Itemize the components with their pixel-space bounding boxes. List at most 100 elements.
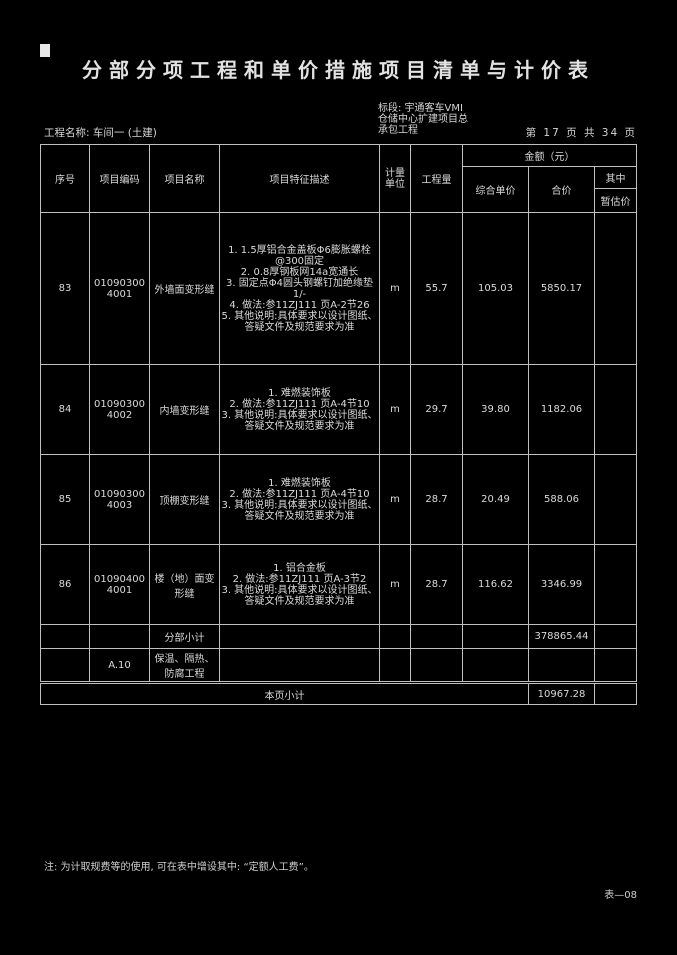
cell-quantity: 55.7 <box>410 212 463 365</box>
subtotal-label: 分部小计 <box>149 624 220 649</box>
feature-line: 3. 其他说明:具体要求以设计图纸、答疑文件及规范要求为准 <box>221 499 378 522</box>
cell-estimated <box>593 454 638 545</box>
col-header-features: 项目特征描述 <box>219 144 380 213</box>
table-row: 83 010903004001 外墙面变形缝 1. 1.5厚铝合金盖板Φ6膨胀螺… <box>40 212 638 365</box>
col-header-code: 项目编码 <box>89 144 150 213</box>
cell-total: 5850.17 <box>528 212 595 365</box>
col-header-unit-price: 综合单价 <box>462 166 529 213</box>
col-header-amount-group: 金额（元） <box>461 144 638 167</box>
cell-features: 1. 铝合金板 2. 做法:参11ZJ111 页A-3节2 3. 其他说明:具体… <box>219 544 380 625</box>
cell-total: 1182.06 <box>528 364 595 455</box>
cell-unit-price: 39.80 <box>462 364 529 455</box>
col-header-estimated: 暂估价 <box>593 188 638 213</box>
cell-unit-price <box>462 648 529 683</box>
col-header-unit: 计量单位 <box>379 144 411 213</box>
page-total-value: 10967.28 <box>528 681 595 705</box>
cell-total: 3346.99 <box>528 544 595 625</box>
cell-total <box>528 648 595 683</box>
cell-unit <box>379 624 411 649</box>
cell-name: 楼（地）面变形缝 <box>149 544 220 625</box>
col-header-seq: 序号 <box>40 144 90 213</box>
table-row: 86 010904004001 楼（地）面变形缝 1. 铝合金板 2. 做法:参… <box>40 544 638 625</box>
feature-line: 3. 其他说明:具体要求以设计图纸、答疑文件及规范要求为准 <box>221 409 378 432</box>
cell-unit-price <box>462 624 529 649</box>
cell-unit: m <box>379 544 411 625</box>
feature-line: 2. 做法:参11ZJ111 页A-4节10 <box>229 488 370 500</box>
feature-line: 1. 难燃装饰板 <box>268 387 331 399</box>
cell-quantity <box>410 648 463 683</box>
cell-code <box>89 624 150 649</box>
cell-seq <box>40 624 90 649</box>
col-header-total: 合价 <box>528 166 595 213</box>
feature-line: 1. 难燃装饰板 <box>268 477 331 489</box>
feature-line: 2. 做法:参11ZJ111 页A-3节2 <box>232 573 367 585</box>
cell-estimated <box>593 648 638 683</box>
table-row: 85 010903004003 顶棚变形缝 1. 难燃装饰板 2. 做法:参11… <box>40 454 638 545</box>
subtotal-total: 378865.44 <box>528 624 595 649</box>
bid-section-info: 标段: 宇通客车VMI 仓储中心扩建项目总 承包工程 <box>378 103 468 136</box>
cell-unit-price: 20.49 <box>462 454 529 545</box>
feature-line: 1. 1.5厚铝合金盖板Φ6膨胀螺栓@300固定 <box>228 244 371 267</box>
boq-table: 序号 项目编码 项目名称 项目特征描述 计量单位 工程量 金额（元） 综合单价 … <box>40 144 638 705</box>
footnote: 注: 为计取规费等的使用, 可在表中增设其中: “定额人工费”。 <box>44 862 314 873</box>
page-total-row: 本页小计 10967.28 <box>40 681 638 705</box>
feature-line: 1. 铝合金板 <box>273 562 326 574</box>
page-indicator: 第 17 页 共 34 页 <box>525 127 637 139</box>
cell-total: 588.06 <box>528 454 595 545</box>
bid-section-line1: 标段: 宇通客车VMI <box>378 103 463 114</box>
feature-line: 3. 固定点Φ4圆头钢螺钉加绝缘垫1/- <box>226 277 373 300</box>
table-header-row-2: 综合单价 合价 其中 <box>41 166 638 213</box>
cell-estimated <box>593 544 638 625</box>
cell-estimated <box>593 624 638 649</box>
cell-features <box>219 624 380 649</box>
cell-code: 010903004001 <box>89 212 150 365</box>
cell-estimated <box>593 212 638 365</box>
bid-section-line2: 仓储中心扩建项目总 <box>378 114 468 125</box>
table-row: 84 010903004002 内墙变形缝 1. 难燃装饰板 2. 做法:参11… <box>40 364 638 455</box>
feature-line: 3. 其他说明:具体要求以设计图纸、答疑文件及规范要求为准 <box>221 584 378 607</box>
cell-estimated <box>593 681 638 705</box>
cell-features: 1. 难燃装饰板 2. 做法:参11ZJ111 页A-4节10 3. 其他说明:… <box>219 454 380 545</box>
cell-code: 010903004003 <box>89 454 150 545</box>
cell-seq <box>40 648 90 683</box>
cell-estimated <box>593 364 638 455</box>
page-title: 分部分项工程和单价措施项目清单与计价表 <box>82 58 595 82</box>
form-number: 表—08 <box>604 890 637 901</box>
cell-seq: 83 <box>40 212 90 365</box>
cell-quantity <box>410 624 463 649</box>
cell-unit: m <box>379 454 411 545</box>
cell-unit: m <box>379 212 411 365</box>
cell-seq: 86 <box>40 544 90 625</box>
scan-artifact <box>40 44 50 57</box>
cell-code: 010903004002 <box>89 364 150 455</box>
cell-seq: 84 <box>40 364 90 455</box>
section-row: A.10 保温、隔热、防腐工程 <box>40 648 638 683</box>
cell-seq: 85 <box>40 454 90 545</box>
feature-line: 2. 0.8厚钢板网14a宽通长 <box>240 266 359 278</box>
col-header-name: 项目名称 <box>149 144 220 213</box>
section-code: A.10 <box>89 648 150 683</box>
feature-line: 5. 其他说明:具体要求以设计图纸、答疑文件及规范要求为准 <box>221 310 378 333</box>
cell-features <box>219 648 380 683</box>
section-name: 保温、隔热、防腐工程 <box>149 648 220 683</box>
page-total-label: 本页小计 <box>40 681 529 705</box>
cell-name: 内墙变形缝 <box>149 364 220 455</box>
cell-quantity: 28.7 <box>410 454 463 545</box>
cell-features: 1. 难燃装饰板 2. 做法:参11ZJ111 页A-4节10 3. 其他说明:… <box>219 364 380 455</box>
cell-features: 1. 1.5厚铝合金盖板Φ6膨胀螺栓@300固定 2. 0.8厚钢板网14a宽通… <box>219 212 380 365</box>
feature-line: 2. 做法:参11ZJ111 页A-4节10 <box>229 398 370 410</box>
table-header-row-1: 序号 项目编码 项目名称 项目特征描述 计量单位 工程量 金额（元） <box>40 144 638 213</box>
cell-quantity: 28.7 <box>410 544 463 625</box>
col-header-of-which: 其中 <box>593 166 638 189</box>
feature-line: 4. 做法:参11ZJ111 页A-2节26 <box>229 299 370 311</box>
bid-section-line3: 承包工程 <box>378 125 418 136</box>
cell-unit <box>379 648 411 683</box>
cell-code: 010904004001 <box>89 544 150 625</box>
cell-name: 外墙面变形缝 <box>149 212 220 365</box>
col-header-quantity: 工程量 <box>410 144 463 213</box>
cell-unit-price: 116.62 <box>462 544 529 625</box>
cell-unit: m <box>379 364 411 455</box>
cell-name: 顶棚变形缝 <box>149 454 220 545</box>
cell-quantity: 29.7 <box>410 364 463 455</box>
subtotal-row: 分部小计 378865.44 <box>40 624 638 649</box>
